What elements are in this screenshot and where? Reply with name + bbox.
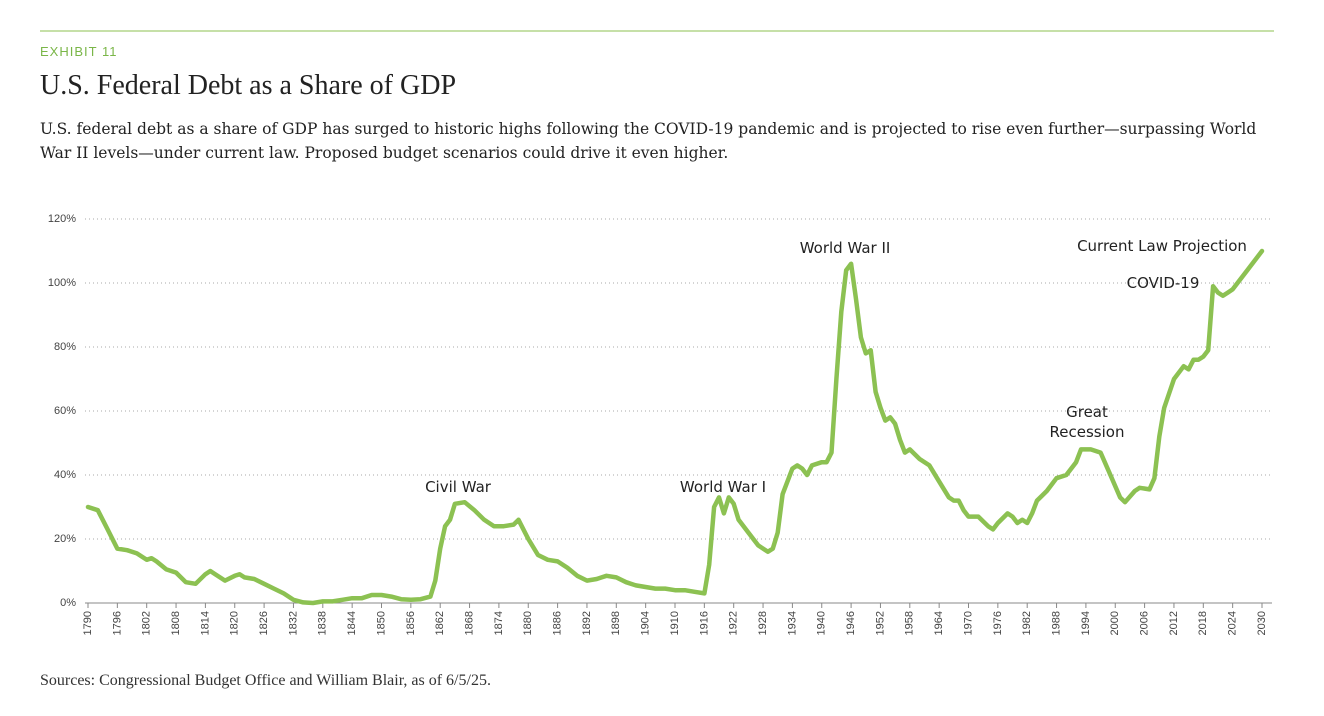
x-tick-label: 1928 [757,611,769,635]
y-tick-label: 0% [60,597,76,609]
x-tick-label: 1994 [1080,611,1092,635]
x-tick-label: 1988 [1050,611,1062,635]
x-tick-label: 1802 [141,611,153,635]
x-tick-label: 1946 [845,611,857,635]
x-tick-label: 1898 [610,611,622,635]
x-tick-label: 1922 [728,611,740,635]
x-tick-label: 2012 [1168,611,1180,635]
x-tick-label: 1790 [82,611,94,635]
x-tick-label: 1796 [111,611,123,635]
debt-line [85,248,1265,606]
annotation: World War II [799,239,891,257]
annotation: World War I [679,478,767,496]
x-tick-label: 1808 [170,611,182,635]
annotation: Great Recession [1049,403,1125,441]
x-tick-label: 1958 [904,611,916,635]
y-tick-label: 120% [48,213,76,225]
x-tick-label: 1934 [786,611,798,635]
y-tick-label: 80% [54,341,76,353]
x-tick-label: 1814 [199,611,211,635]
x-tick-label: 1982 [1021,611,1033,635]
x-tick-label: 1862 [434,611,446,635]
x-tick-label: 1952 [874,611,886,635]
x-tick-label: 2018 [1197,611,1209,635]
y-tick-label: 40% [54,469,76,481]
x-tick-label: 1868 [463,611,475,635]
x-tick-label: 1856 [405,611,417,635]
chart-title: U.S. Federal Debt as a Share of GDP [40,70,457,101]
x-tick-label: 1850 [375,611,387,635]
x-tick-label: 1940 [816,611,828,635]
x-tick-label: 1826 [258,611,270,635]
x-tick-label: 1874 [493,611,505,635]
y-tick-label: 20% [54,533,76,545]
x-tick-label: 1832 [287,611,299,635]
x-tick-label: 2006 [1139,611,1151,635]
source-note: Sources: Congressional Budget Office and… [40,672,491,689]
x-tick-label: 1910 [669,611,681,635]
x-tick-label: 1904 [640,611,652,635]
x-tick-label: 1886 [552,611,564,635]
x-tick-label: 1838 [317,611,329,635]
y-tick-label: 60% [54,405,76,417]
x-tick-label: 2030 [1256,611,1268,635]
y-tick-label: 100% [48,277,76,289]
annotation: COVID-19 [1126,274,1200,292]
x-tick-label: 1892 [581,611,593,635]
x-tick-label: 1970 [962,611,974,635]
annotation: Civil War [425,478,491,496]
x-tick-label: 1976 [992,611,1004,635]
annotation: Current Law Projection [1077,237,1247,255]
x-tick-label: 1964 [933,611,945,635]
x-tick-label: 2024 [1227,611,1239,635]
x-tick-label: 1916 [698,611,710,635]
chart-subtitle: U.S. federal debt as a share of GDP has … [40,120,1257,162]
x-tick-label: 2000 [1109,611,1121,635]
exhibit-label: EXHIBIT 11 [40,44,118,59]
x-tick-label: 1820 [229,611,241,635]
x-tick-label: 1880 [522,611,534,635]
x-tick-label: 1844 [346,611,358,635]
